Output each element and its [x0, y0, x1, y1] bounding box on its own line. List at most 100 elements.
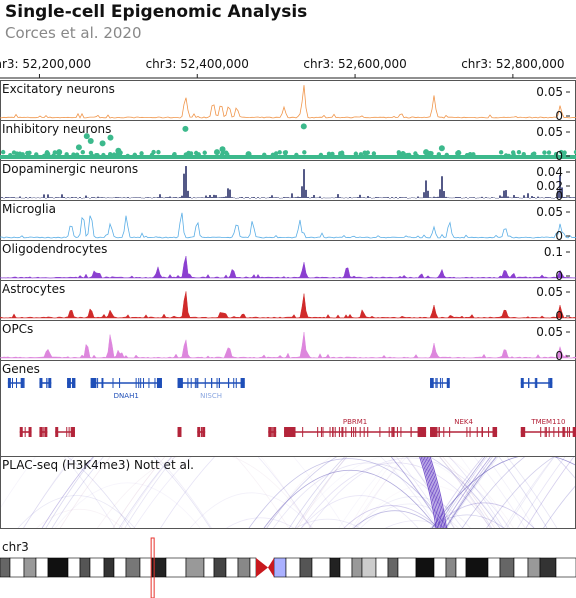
signal-bar — [333, 197, 335, 199]
signal-bar — [415, 197, 417, 199]
signal-bar — [125, 197, 127, 199]
signal-bar — [337, 194, 339, 198]
signal-bar — [251, 197, 253, 198]
signal-bar — [69, 197, 71, 199]
scatter-point — [546, 150, 552, 155]
signal-bar — [93, 197, 95, 198]
signal-bar — [317, 197, 319, 198]
signal-bar — [145, 197, 147, 198]
gene-exon — [73, 427, 75, 437]
plac-loop — [423, 457, 441, 528]
chromosome-band — [9, 557, 25, 578]
axis-tick-label: chr3: 52,800,000 — [461, 57, 564, 71]
scatter-point — [125, 153, 130, 159]
chromosome-band — [351, 557, 363, 578]
gene-exon — [553, 427, 555, 437]
scatter-point — [405, 152, 410, 158]
signal-bar — [369, 197, 371, 198]
signal-bar — [223, 196, 225, 198]
chromosome-band — [513, 557, 529, 578]
scatter-point — [71, 152, 76, 157]
signal-bar — [471, 197, 473, 198]
gene-exon — [481, 427, 483, 437]
y-tick-label: 0.02 — [536, 179, 563, 193]
plac-loop — [486, 457, 555, 528]
chromosome-band — [213, 557, 227, 578]
signal-bar — [63, 197, 65, 198]
plac-loop — [430, 514, 505, 528]
signal-line — [0, 85, 576, 119]
signal-bar — [163, 197, 165, 199]
gene-exon — [521, 427, 523, 437]
signal-bar — [373, 197, 375, 199]
signal-bar — [279, 197, 281, 199]
signal-bar — [331, 197, 333, 199]
scatter-point — [516, 149, 522, 155]
signal-bar — [127, 197, 129, 198]
gene-exon — [90, 378, 92, 388]
scatter-point — [573, 149, 576, 155]
signal-bar — [137, 197, 139, 198]
signal-bar — [157, 197, 159, 198]
gene-exon — [240, 378, 245, 388]
gene-exon — [55, 427, 59, 437]
signal-bar — [427, 190, 429, 198]
signal-bar — [393, 197, 395, 199]
chromosome-band — [445, 557, 457, 578]
signal-bar — [209, 195, 211, 198]
gene-exon — [363, 427, 365, 437]
plac-loop — [1, 457, 312, 528]
signal-bar — [133, 197, 135, 198]
signal-bar — [451, 197, 453, 199]
plac-loop — [353, 510, 437, 528]
signal-bar — [273, 197, 275, 198]
chromosome-band — [339, 557, 353, 578]
chromosome-band — [139, 557, 153, 578]
signal-bar — [151, 197, 153, 199]
scatter-point — [17, 153, 22, 158]
gene-exon — [528, 378, 530, 388]
scatter-point — [300, 123, 307, 130]
signal-bar — [77, 197, 79, 199]
signal-bar — [515, 197, 517, 198]
scatter-point — [510, 150, 516, 155]
signal-bar — [529, 197, 531, 199]
gene-exon — [39, 427, 43, 437]
signal-bar — [367, 196, 369, 198]
scatter-point — [149, 152, 155, 158]
signal-bar — [17, 197, 19, 199]
signal-area — [0, 291, 576, 319]
gene-exon — [379, 427, 381, 437]
gene-exon — [544, 427, 546, 437]
gene-exon — [154, 378, 156, 388]
genes-track-label: Genes — [2, 362, 40, 376]
signal-bar — [197, 197, 199, 198]
track-inhibitory: Inhibitory neurons 0.05 0 — [0, 120, 576, 163]
scatter-point — [353, 151, 359, 156]
gene-exon — [288, 427, 290, 437]
scatter-point — [318, 152, 324, 158]
y-tick-label: 0 — [555, 229, 563, 243]
chromosome-band — [237, 557, 251, 578]
signal-bar — [181, 195, 183, 198]
figure-title: Single-cell Epigenomic Analysis — [5, 2, 307, 22]
signal-bar — [175, 197, 177, 198]
signal-bar — [103, 197, 105, 198]
signal-bar — [569, 197, 571, 198]
signal-bar — [395, 197, 397, 198]
y-tick-label: 0.05 — [536, 85, 563, 99]
signal-bar — [233, 197, 235, 199]
plac-loop — [385, 520, 447, 528]
signal-bar — [105, 197, 107, 199]
signal-bar — [75, 197, 77, 198]
signal-bar — [519, 197, 521, 199]
gene-exon — [449, 427, 451, 437]
signal-bar — [121, 197, 123, 199]
gene-exon — [68, 427, 70, 437]
signal-bar — [465, 197, 467, 198]
scatter-point — [467, 152, 473, 157]
signal-bar — [441, 176, 443, 198]
signal-bar — [71, 197, 73, 198]
track-excitatory: Excitatory neurons 0.05 0 — [0, 80, 576, 123]
track-microglia: Microglia 0.05 0 — [0, 200, 576, 243]
